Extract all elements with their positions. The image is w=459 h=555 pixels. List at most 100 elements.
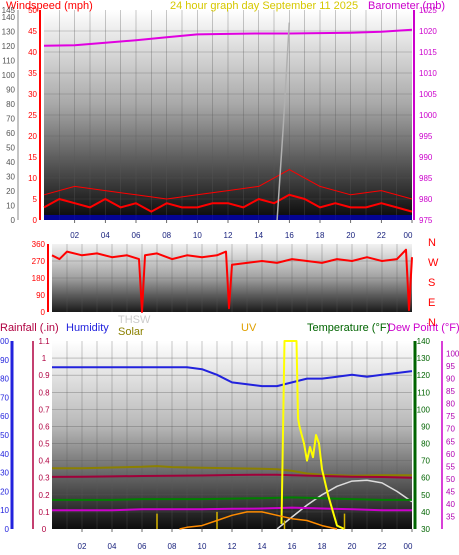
temperature-tick-label: 130: [417, 354, 431, 363]
direction-tick-label: 90: [36, 291, 45, 300]
x-tick-label: 04: [108, 542, 117, 551]
x-tick-label: 02: [70, 231, 79, 240]
barometer-tick-label: 1020: [419, 27, 437, 36]
temperature-tick-label: 60: [421, 474, 430, 483]
barometer-tick-label: 1025: [419, 6, 437, 15]
windspeed-tick-label: 35: [28, 69, 37, 78]
header-barometer-label: Barometer (mb): [368, 0, 445, 12]
label-thsw: THSW: [118, 314, 151, 326]
barometer-tick-label: 1005: [419, 90, 437, 99]
compass-label: N: [428, 237, 436, 249]
outer-tick-label: 70: [6, 115, 15, 124]
temperature-tick-label: 80: [421, 440, 430, 449]
windspeed-tick-label: 30: [28, 90, 37, 99]
rain-tick-label: 0.8: [38, 388, 50, 397]
direction-tick-label: 360: [32, 240, 46, 249]
wind-direction-line: [51, 248, 413, 313]
barometer-tick-label: 995: [419, 132, 433, 141]
windspeed-tick-label: 20: [28, 132, 37, 141]
x-tick-label: 22: [377, 231, 386, 240]
barometer-tick-label: 1010: [419, 69, 437, 78]
label-solar: Solar: [118, 326, 144, 338]
label-dewpoint: Dew Point (°F): [388, 322, 459, 334]
outer-tick-label: 40: [6, 158, 15, 167]
windspeed-tick-label: 45: [28, 27, 37, 36]
humidity-outer-tick-label: 70: [0, 393, 9, 402]
humidity-axis: 0 0.1 0.2 0.3 0.4 0.5 0.6 0.7 0.8 0.9 1 1.1: [32, 337, 50, 534]
windspeed-tick-label: 5: [33, 195, 38, 204]
gust-line: [43, 169, 413, 200]
x-tick-label: 02: [78, 542, 87, 551]
x-tick-label: 08: [168, 542, 177, 551]
dewpoint-tick-label: 75: [446, 412, 455, 421]
x-tick-label: 14: [254, 231, 263, 240]
rain-tick-label: 0.3: [38, 474, 50, 483]
x-tick-label: 18: [318, 542, 327, 551]
windspeed-tick-label: 50: [28, 6, 37, 15]
compass-label: W: [428, 257, 439, 269]
dewpoint-line: [51, 473, 413, 479]
humidity-outer-tick-label: 40: [0, 450, 9, 459]
dewpoint-lower-line: [52, 506, 412, 512]
humidity-outer-tick-label: 30: [0, 469, 9, 478]
rain-tick-label: 1.1: [38, 337, 50, 346]
dewpoint-tick-label: 60: [446, 450, 455, 459]
rain-tick-label: 0.4: [38, 457, 50, 466]
mid-left-axis: 0 90 180 270 360: [32, 240, 49, 317]
x-tick-label: 14: [258, 542, 267, 551]
header-windspeed-label: Windspeed (mph): [6, 0, 93, 12]
label-temperature: Temperature (°F): [307, 322, 390, 334]
temperature-tick-label: 90: [421, 422, 430, 431]
outer-tick-label: 20: [6, 187, 15, 196]
x-tick-label: 16: [288, 542, 297, 551]
dewpoint-tick-label: 35: [446, 512, 455, 521]
dewpoint-tick-label: 90: [446, 375, 455, 384]
temperature-tick-label: 70: [421, 457, 430, 466]
thsw-line: [276, 479, 413, 530]
rain-axis: 0 10 20 30 40 50 60 70 80 90 100: [0, 337, 14, 534]
barometer-tick-label: 1015: [419, 48, 437, 57]
rain-tick-label: 0: [42, 525, 47, 534]
mid-series: [51, 248, 413, 313]
x-tick-label: 12: [228, 542, 237, 551]
outer-tick-label: 0: [11, 216, 16, 225]
outer-tick-label: 30: [6, 173, 15, 182]
compass-label: S: [428, 277, 435, 289]
windspeed-line: [43, 193, 413, 213]
outer-tick-label: 145: [2, 6, 16, 15]
outer-tick-label: 130: [2, 28, 16, 37]
humidity-outer-tick-label: 90: [0, 356, 9, 365]
dewpoint-tick-label: 100: [446, 350, 459, 359]
x-tick-label: 16: [285, 231, 294, 240]
barometer-tick-label: 980: [419, 195, 433, 204]
compass-label: N: [428, 317, 436, 329]
temperature-tick-label: 110: [417, 388, 430, 397]
rain-tick-label: 0.7: [38, 405, 50, 414]
temperature-tick-label: 40: [421, 508, 430, 517]
avg-wind-band: [44, 214, 412, 220]
rain-tick-label: 0.9: [38, 371, 50, 380]
dewpoint-tick-label: 85: [446, 387, 455, 396]
dewpoint-tick-label: 65: [446, 437, 455, 446]
direction-tick-label: 0: [41, 308, 46, 317]
direction-tick-label: 180: [32, 274, 46, 283]
x-tick-label: 10: [198, 542, 207, 551]
temperature-tick-label: 140: [417, 337, 431, 346]
rain-tick-label: 0.6: [38, 422, 50, 431]
dewpoint-tick-label: 55: [446, 462, 455, 471]
humidity-line: [52, 366, 413, 388]
outer-tick-label: 10: [6, 202, 15, 211]
x-tick-label: 06: [138, 542, 147, 551]
rain-tick-label: 0.1: [38, 508, 50, 517]
label-humidity: Humidity: [66, 322, 109, 334]
top-series: [43, 22, 413, 221]
outer-tick-label: 120: [2, 42, 16, 51]
x-tick-label: 00: [404, 231, 413, 240]
bottom-x-axis: 02 04 06 08 10 12 14 16 18 20 22 00: [78, 529, 413, 551]
humidity-outer-tick-label: 100: [0, 337, 10, 346]
dewpoint-tick-label: 50: [446, 475, 455, 484]
outer-tick-label: 50: [6, 144, 15, 153]
outer-tick-label: 100: [2, 71, 16, 80]
